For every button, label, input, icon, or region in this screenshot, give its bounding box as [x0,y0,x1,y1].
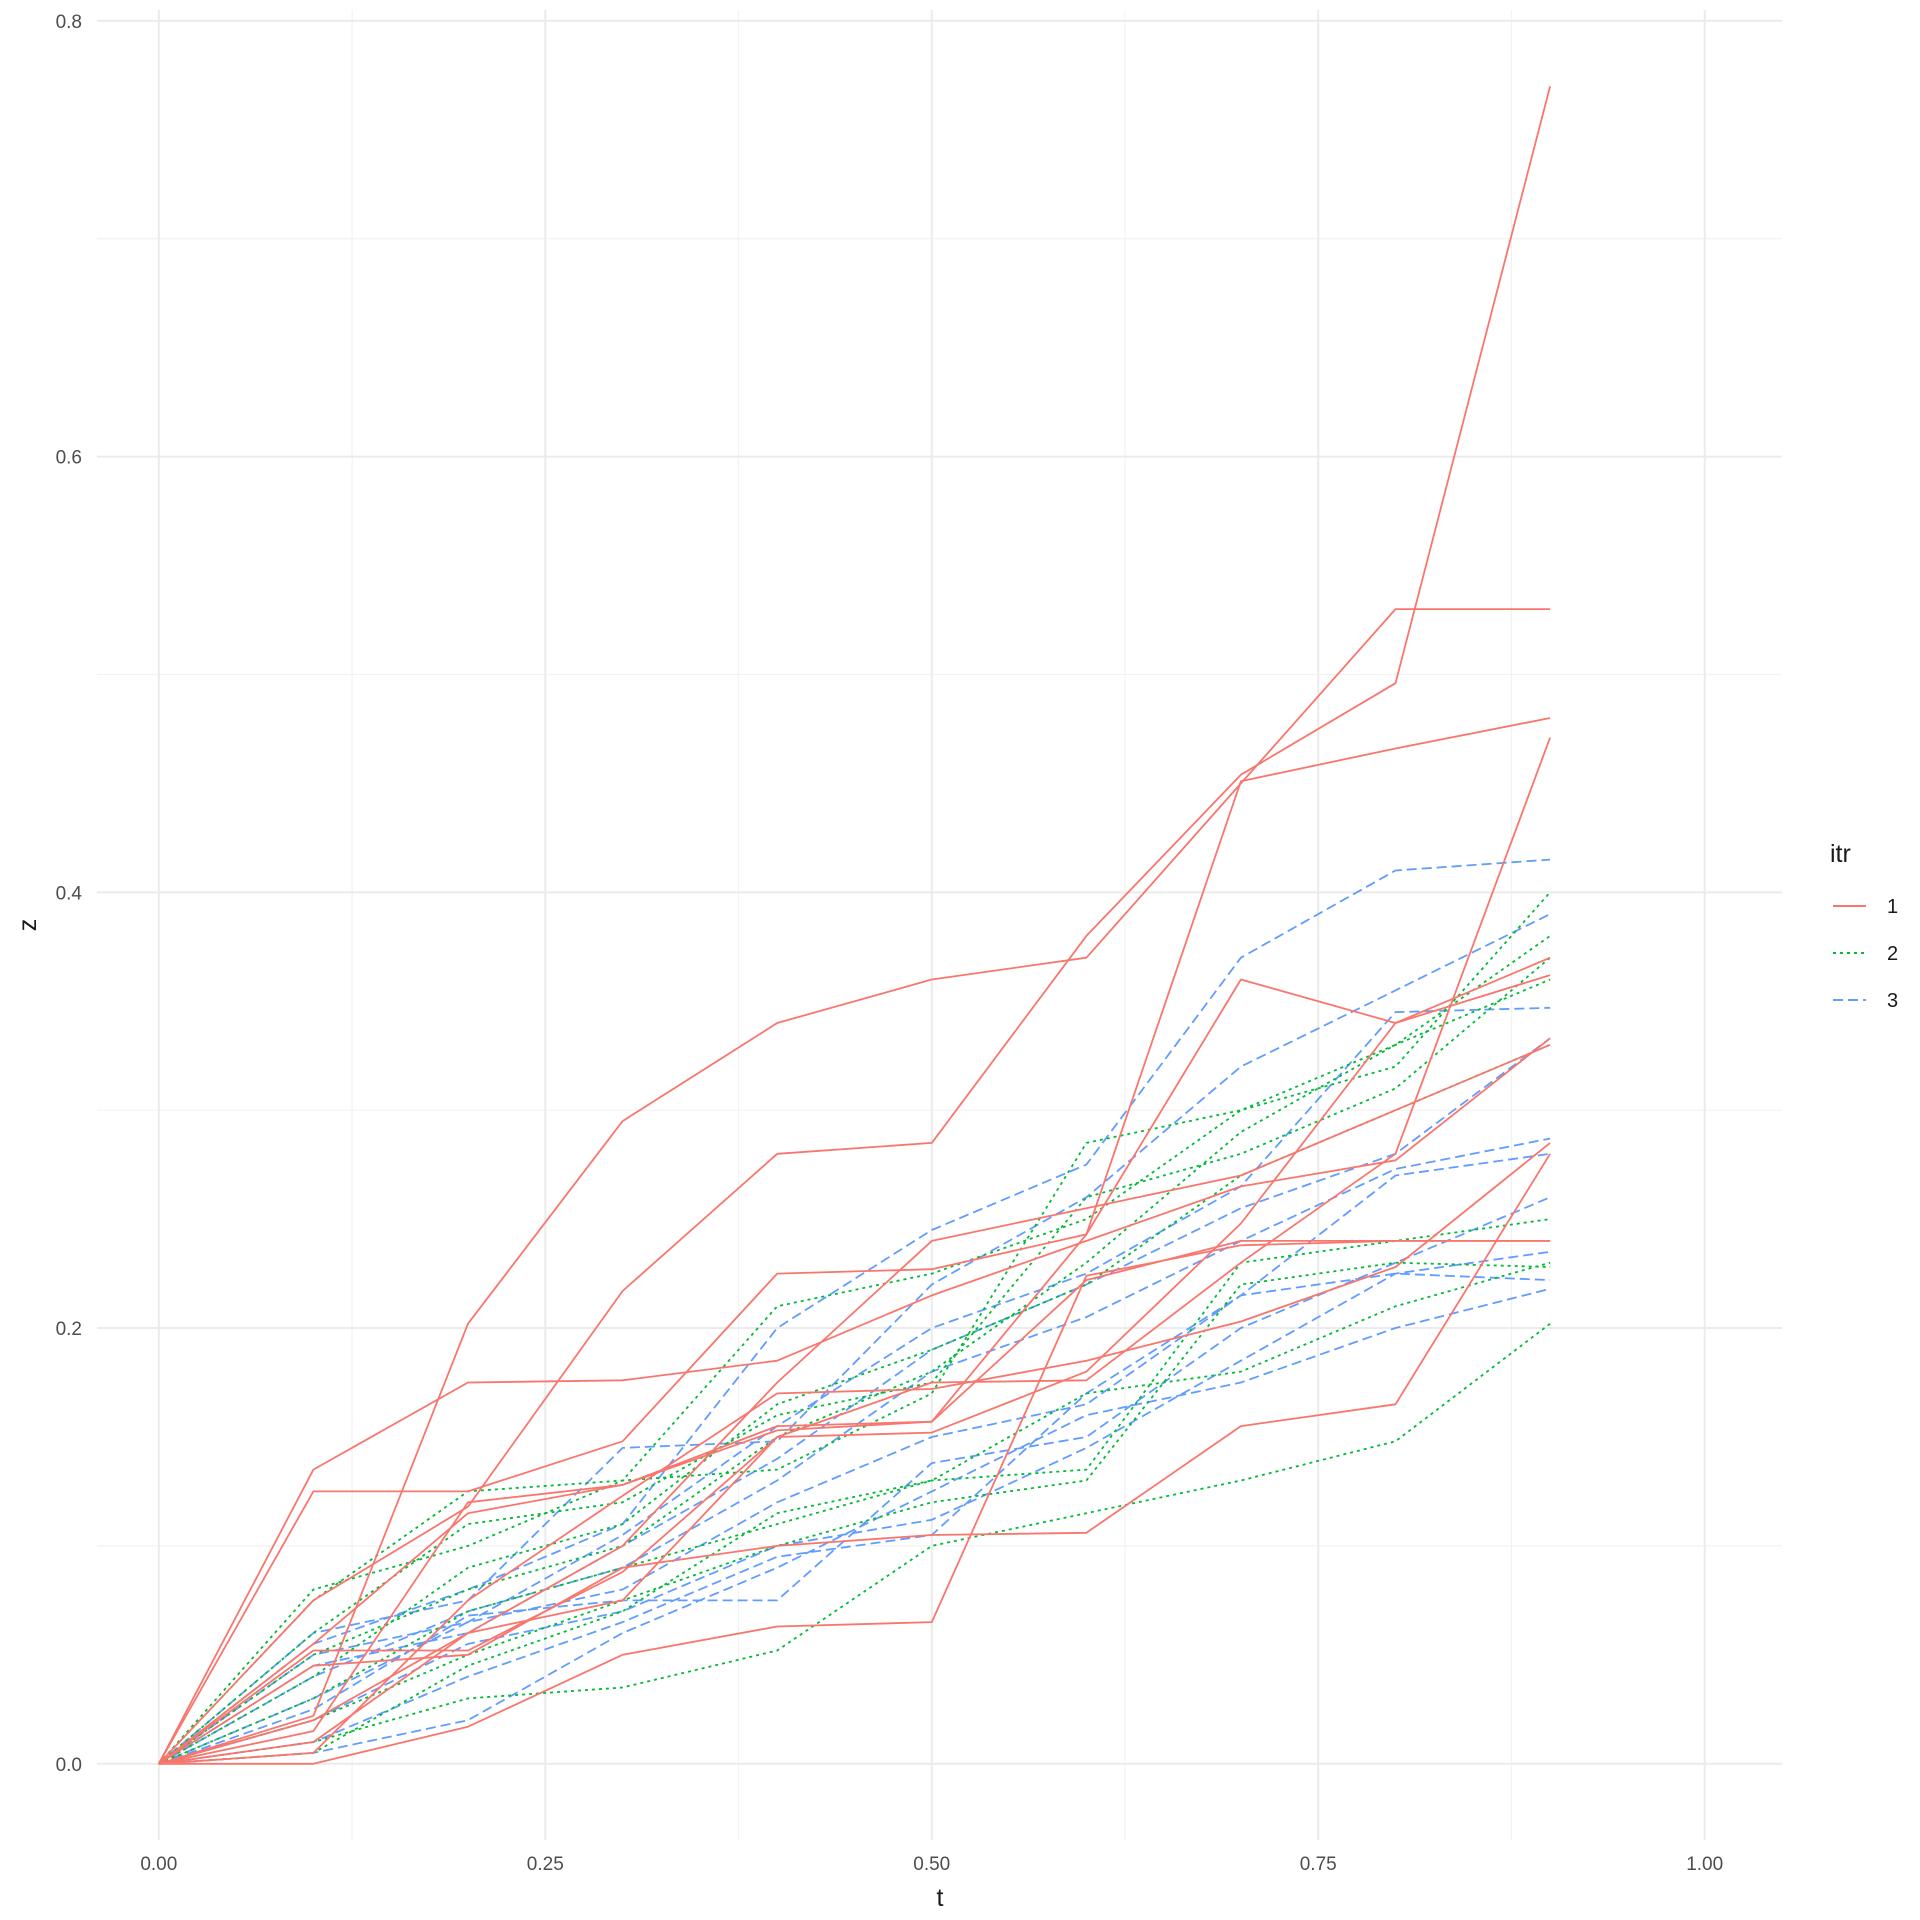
series-lines [158,86,1551,1765]
series-line-itr-1 [158,956,1551,1765]
series-line-itr-1 [158,1240,1551,1765]
series-line-itr-2 [158,1218,1551,1765]
series-line-itr-3 [158,1196,1551,1765]
series-line-itr-1 [158,86,1551,1765]
series-line-itr-3 [158,1137,1551,1765]
series-line-itr-3 [158,1272,1551,1765]
series-line-itr-2 [158,891,1551,1765]
x-tick-label: 1.00 [1686,1854,1723,1875]
y-tick-label: 0.2 [56,1319,82,1340]
series-line-itr-1 [158,1037,1551,1765]
series-line-itr-1 [158,1153,1551,1765]
series-line-itr-3 [158,913,1551,1765]
series-line-itr-2 [158,1322,1551,1765]
series-line-itr-3 [158,1152,1551,1765]
x-axis-ticks: 0.00 0.25 0.50 0.75 1.00 [140,1854,1723,1875]
series-line-itr-1 [158,608,1551,1765]
series-line-itr-1 [158,1043,1551,1765]
series-line-itr-2 [158,978,1551,1765]
major-grid [97,10,1782,1840]
y-axis-title: z [14,919,42,932]
y-tick-label: 0.4 [56,883,83,904]
legend-title: itr [1830,840,1851,868]
legend: itr 1 2 3 [1830,840,1898,1012]
x-tick-label: 0.25 [527,1854,564,1875]
x-tick-label: 0.50 [913,1854,950,1875]
series-line-itr-3 [158,1250,1551,1765]
y-tick-label: 0.6 [56,448,82,469]
y-axis-ticks: 0.0 0.2 0.4 0.6 0.8 [56,12,83,1776]
legend-label-itr-3: 3 [1887,990,1898,1012]
series-line-itr-1 [158,1240,1551,1765]
x-tick-label: 0.75 [1300,1854,1337,1875]
y-tick-label: 0.8 [56,12,82,33]
series-line-itr-1 [158,974,1551,1765]
series-line-itr-1 [158,737,1551,1765]
series-line-itr-3 [158,1006,1551,1765]
series-line-itr-2 [158,1261,1551,1765]
series-line-itr-3 [158,1037,1551,1765]
legend-label-itr-1: 1 [1887,896,1898,918]
minor-grid [97,10,1782,1840]
legend-entries: 1 2 3 [1833,896,1898,1012]
x-tick-label: 0.00 [140,1854,177,1875]
legend-label-itr-2: 2 [1887,943,1898,965]
y-tick-label: 0.0 [56,1755,82,1776]
series-line-itr-2 [158,1261,1551,1765]
series-line-itr-3 [158,1287,1551,1765]
x-axis-title: t [937,1884,944,1912]
series-line-itr-1 [158,717,1551,1765]
